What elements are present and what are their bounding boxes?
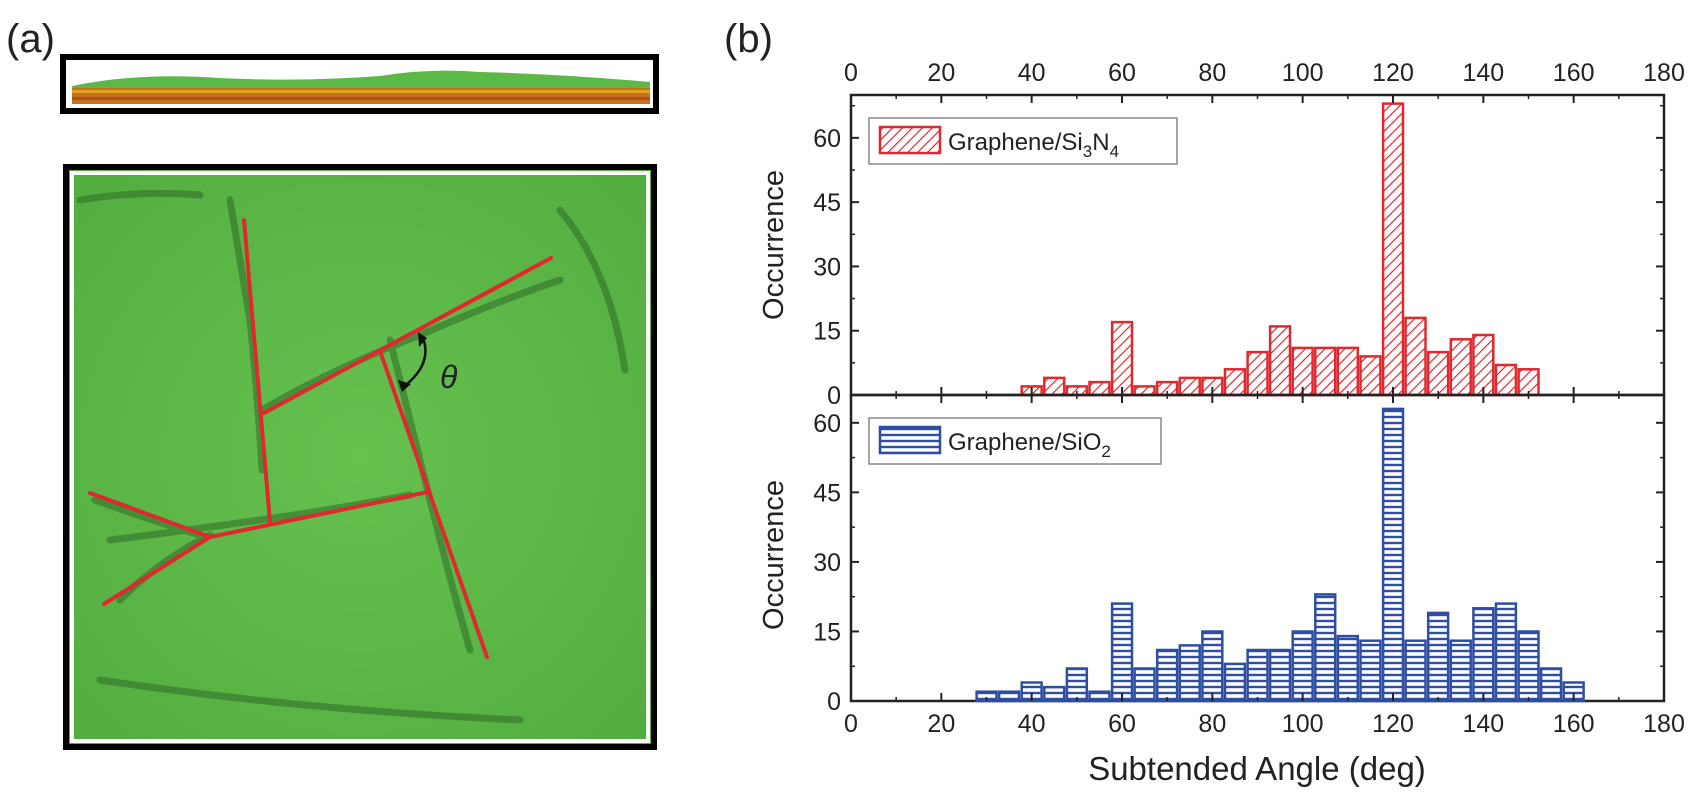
top-chart: 0 20 40 60 80 100 120 140 160 180 0 15 30 45 60 Occur… — [758, 59, 1685, 410]
bottom-x-tick-label: 140 — [1462, 710, 1504, 738]
top-x-tick-label: 100 — [1282, 59, 1324, 87]
bottom-x-tick-label: 180 — [1643, 710, 1685, 738]
bottom-bar — [1110, 602, 1134, 703]
top-x-tick-label: 80 — [1198, 59, 1226, 87]
bottom-legend: Graphene/SiO2 — [868, 417, 1162, 465]
bottom-y-tick-label: 45 — [813, 479, 841, 507]
bottom-bar — [997, 690, 1021, 703]
top-bar — [1472, 333, 1495, 397]
top-bar — [1110, 320, 1134, 397]
bottom-y-axis-ticks: 0 15 30 45 60 — [813, 410, 1664, 716]
bottom-bar — [1155, 648, 1179, 703]
top-x-tick-label: 160 — [1553, 59, 1595, 87]
bottom-bar — [1404, 639, 1427, 703]
bottom-bar — [1517, 630, 1540, 703]
bottom-x-tick-label: 40 — [1018, 710, 1046, 738]
top-x-tick-label: 20 — [927, 59, 955, 87]
bottom-bar — [1539, 667, 1563, 703]
top-bar — [1314, 346, 1337, 397]
top-y-tick-label: 15 — [813, 318, 841, 346]
bottom-x-tick-label: 20 — [927, 710, 955, 738]
top-axis-ticks: 0 20 40 60 80 100 120 140 160 180 — [844, 59, 1685, 395]
top-x-tick-label: 40 — [1018, 59, 1046, 87]
bottom-x-tick-label: 100 — [1282, 710, 1324, 738]
chart-area: 0 20 40 60 80 100 120 140 160 180 0 15 30 45 60 Occur… — [758, 59, 1685, 787]
side-view-image — [60, 54, 659, 114]
bottom-bar — [1494, 602, 1518, 703]
bottom-bar — [1201, 630, 1224, 703]
top-x-tick-label: 180 — [1643, 59, 1685, 87]
bottom-bar — [1381, 407, 1405, 703]
bottom-legend-swatch — [878, 425, 942, 455]
top-bar — [1178, 376, 1201, 397]
bottom-bars — [975, 407, 1585, 703]
bottom-x-tick-label: 80 — [1198, 710, 1226, 738]
bottom-x-tick-label: 60 — [1108, 710, 1136, 738]
bottom-chart: 0 20 40 60 80 100 120 140 160 180 0 15 30 45 60 Occur… — [758, 393, 1685, 787]
top-bar — [1359, 355, 1382, 397]
top-bar — [1246, 350, 1269, 397]
top-y-tick-label: 45 — [813, 189, 841, 217]
bottom-bar — [1449, 639, 1472, 703]
top-x-tick-label: 0 — [844, 59, 858, 87]
bottom-x-tick-label: 0 — [844, 710, 858, 738]
top-bar — [1404, 316, 1427, 397]
theta-label: θ — [440, 359, 458, 395]
bottom-bar — [1472, 607, 1495, 703]
top-y-axis-label: Occurrence — [758, 170, 790, 320]
top-bars — [1020, 102, 1540, 397]
top-bar — [1268, 325, 1292, 397]
top-x-tick-label: 120 — [1372, 59, 1414, 87]
bottom-bar — [1088, 690, 1111, 703]
top-legend-label: Graphene/Si3N4 — [948, 129, 1119, 161]
bottom-bar — [1246, 648, 1269, 703]
top-bar — [1381, 102, 1405, 397]
bottom-x-tick-label: 160 — [1553, 710, 1595, 738]
top-y-tick-label: 30 — [813, 253, 841, 281]
top-legend-swatch — [878, 125, 942, 155]
top-view-image: θ — [63, 164, 657, 750]
bottom-axis-ticks: 0 20 40 60 80 100 120 140 160 180 — [844, 395, 1685, 738]
top-x-tick-label: 140 — [1462, 59, 1504, 87]
panel-b-label: (b) — [724, 17, 773, 61]
bottom-y-tick-label: 30 — [813, 549, 841, 577]
bottom-bar — [1314, 593, 1337, 703]
bottom-y-tick-label: 60 — [813, 410, 841, 438]
bottom-bar — [1336, 634, 1360, 703]
x-axis-label: Subtended Angle (deg) — [1088, 750, 1426, 787]
top-bar — [1494, 363, 1518, 397]
bottom-y-axis-label: Occurrence — [758, 480, 790, 630]
bottom-bar — [1291, 630, 1314, 703]
bottom-bar — [1268, 648, 1292, 703]
top-bar — [1088, 380, 1111, 397]
bottom-bar — [1178, 644, 1201, 703]
top-bar — [1223, 368, 1247, 397]
top-bar — [1426, 350, 1450, 397]
bottom-bar — [1065, 667, 1089, 703]
bottom-y-tick-label: 15 — [813, 618, 841, 646]
bottom-x-tick-label: 120 — [1372, 710, 1414, 738]
top-bar — [1336, 346, 1360, 397]
bottom-legend-label: Graphene/SiO2 — [948, 429, 1111, 461]
top-y-tick-label: 60 — [813, 125, 841, 153]
bottom-bar — [1133, 667, 1156, 703]
top-bar — [1043, 376, 1066, 397]
bottom-y-tick-label: 0 — [827, 688, 841, 716]
bottom-bar — [1043, 685, 1066, 703]
top-bar — [1133, 385, 1156, 397]
top-bar — [1449, 338, 1472, 397]
top-legend: Graphene/Si3N4 — [868, 117, 1178, 165]
panel-a-label: (a) — [6, 17, 55, 61]
bottom-bar — [1426, 611, 1450, 703]
top-x-tick-label: 60 — [1108, 59, 1136, 87]
bottom-bar — [1223, 662, 1247, 703]
top-y-tick-label: 0 — [827, 382, 841, 410]
bottom-bar — [1359, 639, 1382, 703]
